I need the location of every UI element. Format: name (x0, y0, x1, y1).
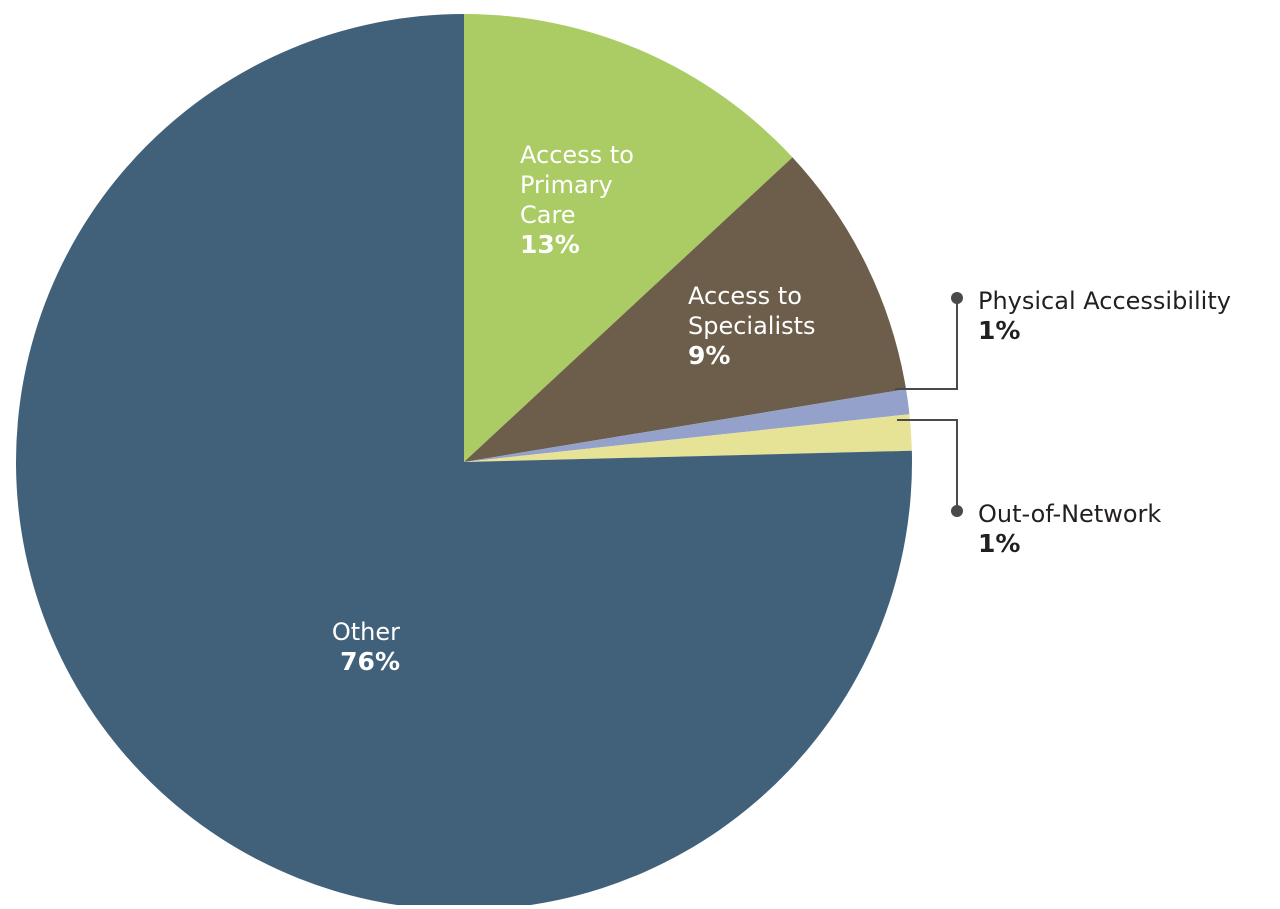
slice-value-label-access-to-specialists: 9% (688, 341, 730, 370)
slice-value-label-other: 76% (340, 647, 400, 676)
slice-name-label-access-to-primary-care: Primary (520, 171, 613, 199)
leader-line-out-of-network (897, 419, 958, 511)
slice-name-label-out-of-network: Out-of-Network (978, 500, 1161, 528)
pie-slice-other (16, 14, 912, 909)
slice-name-label-access-to-primary-care: Access to (520, 141, 634, 169)
slice-name-label-other: Other (332, 618, 400, 646)
slice-name-label-physical-accessibility: Physical Accessibility (978, 287, 1231, 315)
pie-slice-physical-accessibility (464, 389, 910, 462)
leaders-layer (895, 292, 963, 517)
pie-slice-access-to-specialists (464, 157, 907, 462)
leader-line-physical-accessibility (895, 298, 958, 390)
slice-value-label-out-of-network: 1% (978, 529, 1020, 558)
pie-slice-out-of-network (464, 414, 912, 462)
slice-value-label-access-to-primary-care: 13% (520, 230, 580, 259)
slice-name-label-access-to-specialists: Specialists (688, 312, 816, 340)
slice-value-label-physical-accessibility: 1% (978, 316, 1020, 345)
slices-layer (16, 14, 912, 909)
pie-slice-access-to-primary-care (464, 14, 793, 462)
leader-dot-physical-accessibility (951, 292, 963, 304)
slice-name-label-access-to-specialists: Access to (688, 282, 802, 310)
slice-name-label-access-to-primary-care: Care (520, 201, 576, 229)
leader-dot-out-of-network (951, 505, 963, 517)
